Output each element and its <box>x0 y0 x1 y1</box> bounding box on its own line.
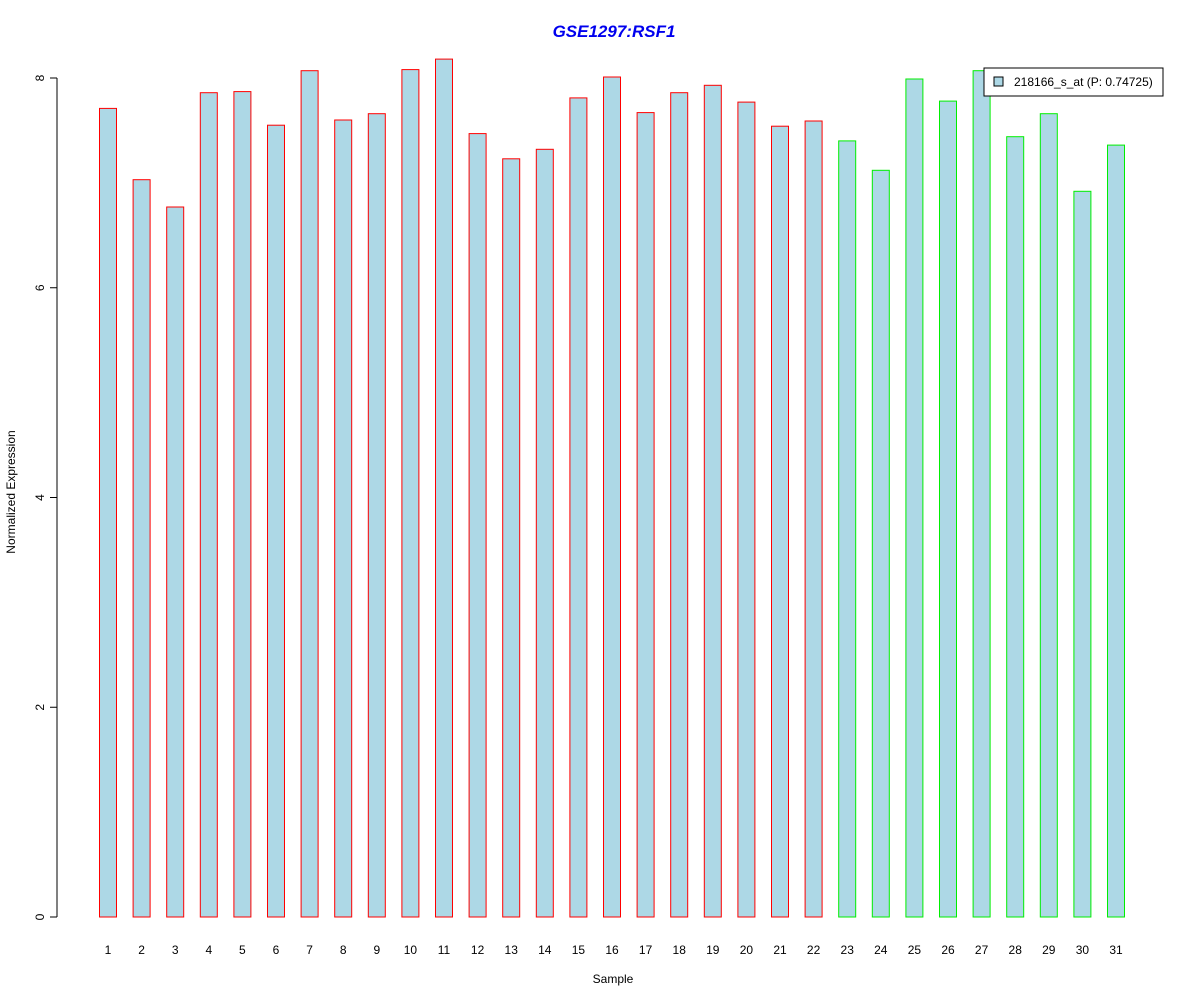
x-tick-label: 31 <box>1109 943 1123 957</box>
bar-sample-24 <box>871 169 890 918</box>
bar-sample-22 <box>804 120 823 918</box>
x-tick-label: 1 <box>105 943 112 957</box>
y-axis: 0 2 4 6 8 <box>33 74 58 920</box>
bar-sample-10 <box>401 69 420 918</box>
chart-title: GSE1297:RSF1 <box>553 22 676 41</box>
x-tick-label: 22 <box>807 943 821 957</box>
bar-sample-25 <box>905 78 924 918</box>
x-tick-label: 5 <box>239 943 246 957</box>
y-tick-label: 2 <box>33 704 47 711</box>
bar-sample-16 <box>603 76 621 918</box>
bar-sample-6 <box>267 124 285 918</box>
bar-sample-12 <box>468 133 487 918</box>
bar-sample-1 <box>99 107 117 918</box>
bar-sample-3 <box>166 206 185 918</box>
x-tick-label: 23 <box>841 943 855 957</box>
legend-swatch <box>993 76 1004 87</box>
bars <box>99 58 1125 918</box>
x-tick-label: 2 <box>138 943 145 957</box>
bar-sample-4 <box>199 92 218 918</box>
bar-sample-17 <box>636 112 655 918</box>
x-tick-label: 9 <box>373 943 380 957</box>
y-tick-label: 4 <box>33 494 47 501</box>
bar-sample-27 <box>972 70 991 918</box>
x-tick-label: 13 <box>505 943 519 957</box>
bar-sample-31 <box>1107 144 1125 918</box>
bar-sample-29 <box>1039 113 1058 918</box>
x-tick-label: 12 <box>471 943 485 957</box>
legend-box <box>983 67 1164 97</box>
x-tick-label: 14 <box>538 943 552 957</box>
x-tick-label: 27 <box>975 943 989 957</box>
y-tick-label: 6 <box>33 284 47 291</box>
bar-sample-19 <box>703 84 722 918</box>
y-tick-label: 0 <box>33 913 47 920</box>
x-tick-label: 26 <box>941 943 955 957</box>
x-tick-label: 6 <box>273 943 280 957</box>
legend: 218166_s_at (P: 0.74725) <box>983 67 1164 97</box>
bar-sample-7 <box>300 70 319 918</box>
x-tick-label: 3 <box>172 943 179 957</box>
bar-sample-23 <box>838 140 857 918</box>
bar-sample-13 <box>502 158 521 918</box>
x-tick-label: 8 <box>340 943 347 957</box>
bar-sample-5 <box>233 91 252 918</box>
bar-sample-14 <box>535 148 554 918</box>
bar-sample-18 <box>670 92 689 918</box>
x-tick-label: 15 <box>572 943 586 957</box>
bar-sample-20 <box>737 101 756 918</box>
x-tick-label: 10 <box>404 943 418 957</box>
x-tick-label: 4 <box>205 943 212 957</box>
x-tick-label: 11 <box>438 943 451 957</box>
x-tick-label: 7 <box>306 943 313 957</box>
x-tick-label: 21 <box>773 943 787 957</box>
x-axis-tick-labels: 1 2 3 4 5 6 7 8 9 10 11 12 13 14 15 16 17 18 19 20 21 22 23 24 2… <box>105 943 1123 957</box>
x-tick-label: 24 <box>874 943 888 957</box>
x-tick-label: 20 <box>740 943 754 957</box>
x-tick-label: 25 <box>908 943 922 957</box>
x-tick-label: 28 <box>1009 943 1023 957</box>
bar-sample-15 <box>569 97 588 918</box>
bar-sample-30 <box>1073 190 1092 918</box>
bar-sample-11 <box>435 58 453 918</box>
x-tick-label: 17 <box>639 943 653 957</box>
x-tick-label: 18 <box>673 943 687 957</box>
x-tick-label: 16 <box>605 943 619 957</box>
bar-sample-8 <box>334 119 353 918</box>
bar-sample-26 <box>939 100 957 918</box>
y-tick-label: 8 <box>33 74 47 81</box>
legend-entry-label: 218166_s_at (P: 0.74725) <box>1014 75 1153 89</box>
x-tick-label: 30 <box>1076 943 1090 957</box>
x-tick-label: 19 <box>706 943 720 957</box>
bar-sample-2 <box>132 179 151 918</box>
x-tick-label: 29 <box>1042 943 1056 957</box>
x-axis-label: Sample <box>593 972 634 986</box>
bar-sample-28 <box>1006 136 1025 918</box>
y-axis-label: Normalized Expression <box>4 430 18 553</box>
bar-sample-9 <box>367 113 386 918</box>
bar-sample-21 <box>771 125 789 918</box>
